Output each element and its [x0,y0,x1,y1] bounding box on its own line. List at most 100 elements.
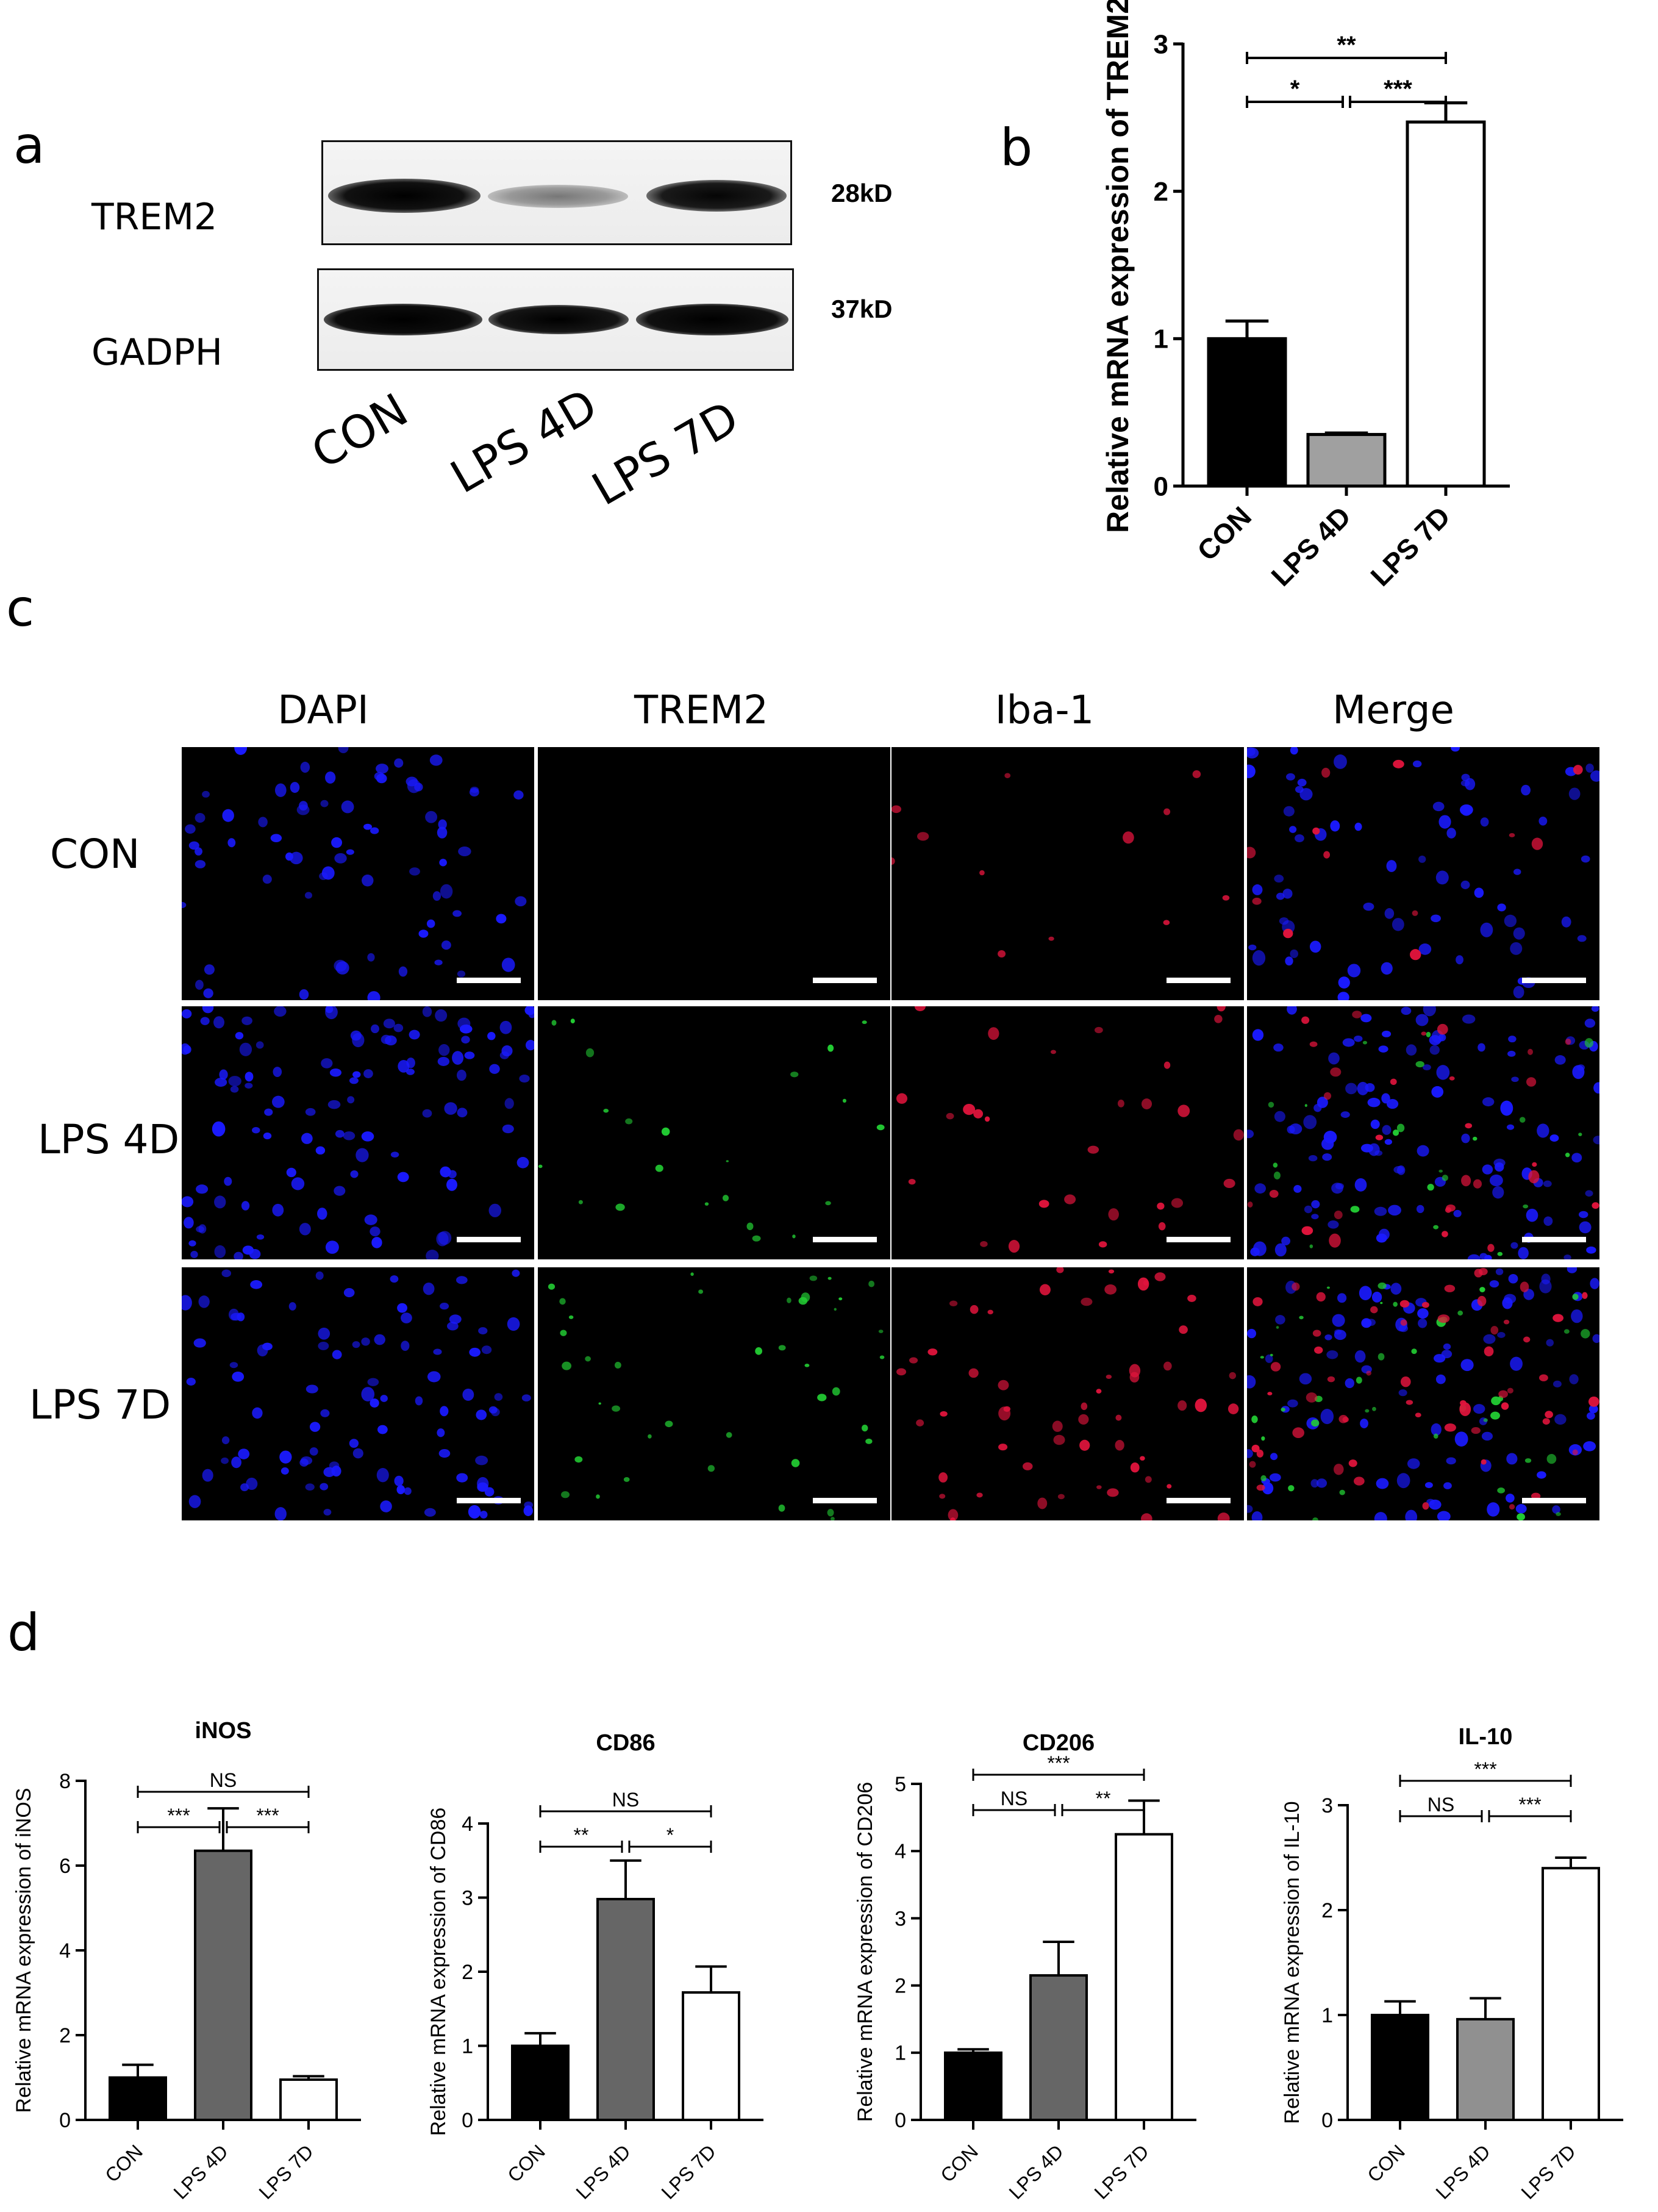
significance-label: NS [210,1769,237,1791]
blot-label-trem2: TREM2 [91,196,218,238]
chart-title: CD86 [596,1730,655,1756]
blot-lane-lps7d: LPS 7D [584,391,748,516]
scale-bar [1522,1498,1586,1503]
micrograph-signal [182,1269,534,1520]
micrograph [892,1006,1244,1259]
category-label: CON [101,2140,147,2186]
significance-label: *** [256,1805,279,1827]
micrograph [538,747,890,1000]
blot-band [324,304,482,335]
bar [1542,1867,1600,2121]
y-tick-label: 2 [462,1961,473,1984]
blot-strip-gadph [317,268,794,371]
bar [1456,2017,1515,2121]
y-axis-label: Relative mRNA expression of iNOS [12,1788,35,2113]
micrograph-signal [892,770,1230,958]
y-tick-label: 2 [1321,1899,1333,1922]
micrograph-signal [538,1018,885,1242]
bar [1306,432,1387,488]
row-label-lps4d: LPS 4D [38,1116,180,1163]
micrograph-signal [896,1267,1239,1520]
y-tick-label: 2 [895,1975,906,1998]
micrograph [892,1267,1244,1520]
significance-label: *** [1384,76,1412,102]
micrograph [182,1267,534,1520]
bar [1115,1833,1173,2121]
category-label: LPS 4D [1432,2140,1495,2203]
y-tick-label: 4 [895,1840,906,1863]
category-label: CON [1191,500,1257,567]
micrograph [538,1006,890,1259]
significance-label: ** [1096,1788,1111,1809]
blot-size-28kd: 28kD [831,179,893,207]
y-tick-label: 0 [1321,2109,1333,2132]
chart-title: CD206 [1023,1730,1095,1756]
micrograph-signal [182,1006,534,1259]
micrograph [1247,1006,1599,1259]
scale-bar [1167,1498,1231,1503]
panel-label-b: b [1000,118,1033,177]
bar [1207,337,1287,488]
category-label: LPS 7D [657,2140,720,2203]
bar [944,2051,1002,2121]
bar [682,1991,740,2121]
panel-label-c: c [6,578,35,638]
significance-label: NS [1428,1794,1454,1816]
scale-bar [1167,1237,1231,1242]
significance-label: ** [574,1824,589,1846]
y-tick-label: 5 [895,1773,906,1796]
bar [596,1897,655,2121]
micrograph-signal [538,747,890,1000]
micrograph-signal [1247,1006,1599,1259]
panel-label-a: a [13,115,45,175]
significance-label: * [666,1824,674,1846]
category-label: LPS 7D [255,2140,318,2203]
y-tick-label: 3 [462,1886,473,1910]
bar [1406,120,1486,488]
micrograph-signal [548,1272,885,1520]
y-axis-label: Relative mRNA expression of TREM2 [1101,0,1135,533]
y-axis-label: Relative mRNA expression of CD86 [427,1808,450,2136]
channel-label-dapi: DAPI [277,688,369,733]
scale-bar [813,1237,877,1242]
significance-label: ** [1337,32,1356,59]
channel-label-iba1: Iba-1 [995,688,1095,733]
scale-bar [1522,1237,1586,1242]
bar [1371,2014,1429,2121]
y-tick-label: 4 [59,1939,71,1963]
y-tick-label: 6 [59,1855,71,1878]
micrograph-signal [182,747,527,1000]
blot-band [328,179,481,213]
y-tick-label: 0 [895,2109,906,2132]
category-label: LPS 7D [1364,500,1456,592]
micrograph-signal [896,1006,1244,1253]
channel-label-merge: Merge [1332,688,1454,733]
y-tick-label: 1 [1321,2004,1333,2027]
category-label: CON [936,2140,982,2186]
y-tick-label: 0 [59,2109,71,2132]
micrograph-signal [1247,747,1599,1000]
chart-d4-il10: IL-10 Relative mRNA expression of IL-10 0 1… [1281,1724,1623,2203]
blot-label-gadph: GADPH [91,331,223,374]
micrograph [1247,747,1599,1000]
row-label-con: CON [50,831,140,878]
significance-label: NS [612,1789,639,1811]
scale-bar [813,978,877,983]
y-tick-label: 0 [462,2109,473,2132]
significance-label: *** [1518,1794,1541,1816]
bar [279,2078,338,2121]
significance-label: NS [1001,1788,1027,1809]
y-tick-label: 3 [1154,29,1168,59]
bar [109,2076,167,2121]
micrograph [538,1267,890,1520]
blot-strip-trem2 [321,140,792,245]
blot-band [488,185,628,208]
bar [511,2044,570,2121]
chart-d1-inos: iNOS Relative mRNA expression of iNOS 0 2 4 6… [12,1718,361,2203]
y-tick-label: 3 [1321,1794,1333,1817]
bar [1029,1974,1088,2121]
significance-label: *** [167,1805,190,1827]
significance-label: *** [1047,1752,1070,1774]
y-tick-label: 3 [895,1907,906,1930]
category-label: LPS 7D [1090,2140,1153,2203]
